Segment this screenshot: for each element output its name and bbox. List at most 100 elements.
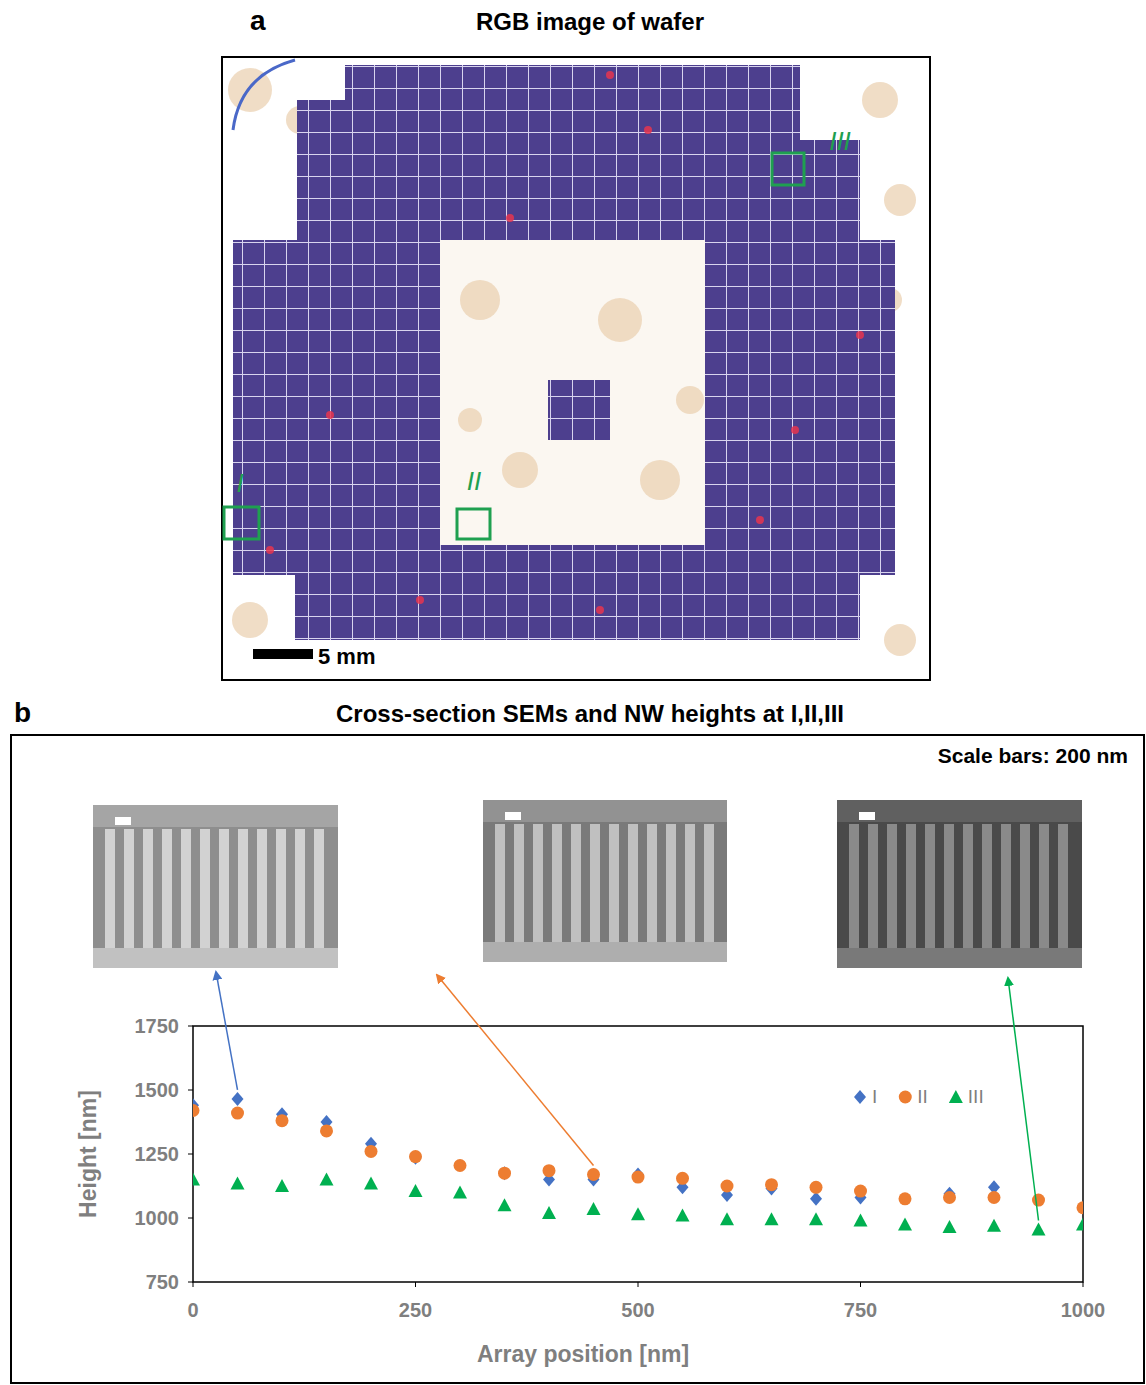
nanowire [552, 824, 562, 942]
nanowire [181, 829, 191, 948]
sem-top [483, 800, 727, 822]
sem-bg [837, 800, 1082, 968]
scale-bar [253, 649, 313, 659]
nanowire [200, 829, 210, 948]
defect [756, 516, 764, 524]
marker-triangle [854, 1214, 868, 1227]
y-tick-label: 1000 [135, 1207, 180, 1229]
residue [460, 280, 500, 320]
sem-substrate [837, 948, 1082, 968]
nanowire [628, 824, 638, 942]
x-tick [860, 1282, 861, 1287]
marker-circle [409, 1150, 422, 1163]
residue [884, 184, 916, 216]
residue [232, 602, 268, 638]
defect [856, 331, 864, 339]
x-tick [638, 1282, 639, 1287]
y-tick [188, 1282, 193, 1283]
tile-block [295, 575, 860, 640]
marker-triangle [275, 1179, 289, 1192]
marker-triangle [676, 1208, 690, 1221]
sem-scale-bar [115, 817, 131, 825]
marker-triangle [320, 1173, 334, 1186]
sem-image [483, 800, 727, 962]
nanowire [666, 824, 676, 942]
sem-top [837, 800, 1082, 822]
marker-triangle [1032, 1223, 1046, 1236]
marker-circle [854, 1185, 867, 1198]
defect [266, 546, 274, 554]
marker-triangle [587, 1202, 601, 1215]
defect [416, 596, 424, 604]
region-box [457, 509, 490, 539]
plot-frame [193, 1026, 1083, 1282]
marker-triangle [409, 1184, 423, 1197]
panel-title: Cross-section SEMs and NW heights at I,I… [336, 700, 844, 727]
residue [502, 452, 538, 488]
marker-circle [587, 1168, 600, 1181]
nanowire [1001, 824, 1011, 948]
marker-circle [676, 1172, 689, 1185]
nanowire [162, 829, 172, 948]
marker-circle [721, 1180, 734, 1193]
nanowire [295, 829, 305, 948]
panel-frame [222, 57, 930, 680]
nanowire [1020, 824, 1030, 948]
arrow [1008, 978, 1039, 1221]
residue [676, 386, 704, 414]
nanowire [849, 824, 859, 948]
sem-substrate [483, 942, 727, 962]
marker-triangle [364, 1176, 378, 1189]
marker-triangle [987, 1219, 1001, 1232]
panel-frame [11, 735, 1144, 1383]
x-axis-title: Array position [nm] [477, 1341, 689, 1367]
series [193, 1092, 1000, 1206]
y-tick [188, 1218, 193, 1219]
defect [326, 411, 334, 419]
nanowire [982, 824, 992, 948]
x-tick-label: 0 [187, 1299, 198, 1321]
marker-circle [632, 1171, 645, 1184]
sem-scale-bar [505, 812, 521, 820]
marker-circle [943, 1191, 956, 1204]
marker-triangle [193, 1173, 200, 1186]
y-tick-label: 1500 [135, 1079, 180, 1101]
nanowire [238, 829, 248, 948]
marker-circle [988, 1191, 1001, 1204]
marker-circle [1032, 1194, 1045, 1207]
nanowire [257, 829, 267, 948]
marker-triangle [453, 1185, 467, 1198]
scale-note: Scale bars: 200 nm [938, 744, 1128, 767]
residue [640, 460, 680, 500]
defect [606, 71, 614, 79]
sem-image [93, 805, 338, 968]
center-hole [440, 240, 705, 545]
y-axis-title: Height [nm] [75, 1090, 101, 1218]
nanowire [533, 824, 543, 942]
nanowire [685, 824, 695, 942]
marker-triangle [943, 1220, 957, 1233]
marker-circle [1077, 1201, 1084, 1214]
x-tick [415, 1282, 416, 1287]
series [193, 1173, 1083, 1236]
scale-bar-label: 5 mm [318, 644, 375, 669]
y-tick-label: 1750 [135, 1015, 180, 1037]
defect [506, 214, 514, 222]
nanowire [609, 824, 619, 942]
residue [598, 298, 642, 342]
x-tick-label: 1000 [1061, 1299, 1106, 1321]
residue [502, 452, 538, 488]
defect [644, 126, 652, 134]
marker-circle [765, 1178, 778, 1191]
nanowire [906, 824, 916, 948]
arrow [437, 975, 594, 1165]
marker-diamond [499, 1166, 511, 1180]
nanowire [944, 824, 954, 948]
legend-label: III [968, 1086, 984, 1107]
y-tick [188, 1026, 193, 1027]
tile-block [233, 240, 895, 575]
nanowire [647, 824, 657, 942]
sem-image [837, 800, 1082, 968]
x-tick-label: 500 [621, 1299, 654, 1321]
marker-circle [365, 1145, 378, 1158]
